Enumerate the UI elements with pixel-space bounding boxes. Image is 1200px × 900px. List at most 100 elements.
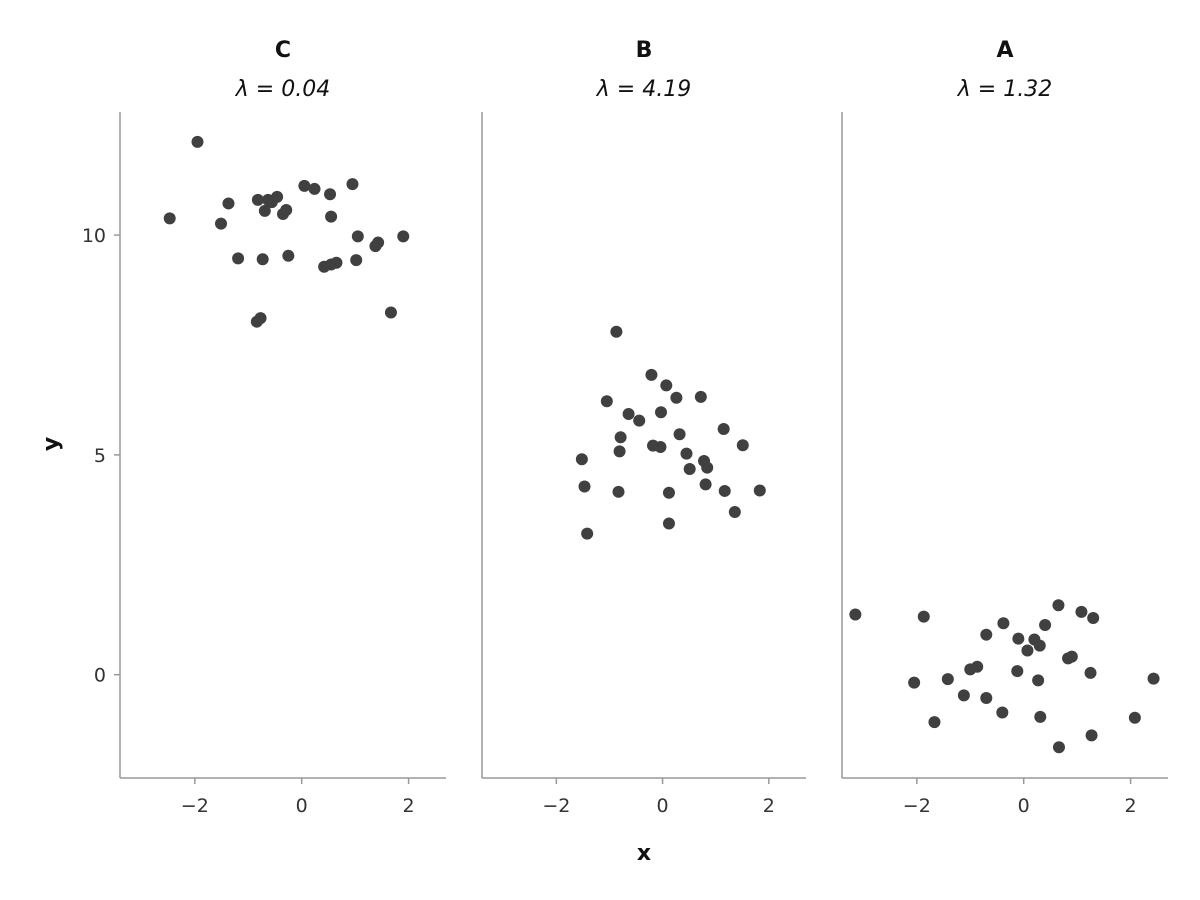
data-point: [575, 453, 588, 466]
data-point: [1011, 665, 1024, 678]
x-tick-label: 2: [763, 795, 775, 817]
data-point: [971, 660, 984, 673]
data-point: [957, 689, 970, 702]
facet-subtitle: λ = 4.19: [596, 77, 691, 102]
data-point: [324, 188, 337, 201]
data-point: [849, 608, 862, 621]
data-point: [699, 478, 712, 491]
facet-subtitle: λ = 0.04: [235, 77, 330, 102]
data-point: [673, 428, 686, 441]
data-point: [1087, 611, 1100, 624]
x-tick-label: 2: [1125, 795, 1137, 817]
facets: Cλ = 0.04 −2 0 2 0 5 10 Bλ = 4.19 −2 0 2 Aλ = 1.32 −…: [82, 38, 1168, 817]
data-point: [728, 506, 741, 519]
data-point: [654, 406, 667, 419]
data-point: [662, 517, 675, 530]
data-point: [372, 236, 385, 249]
facet-title: A: [996, 38, 1013, 63]
data-point: [980, 628, 993, 641]
data-point: [683, 462, 696, 475]
data-point: [622, 408, 635, 421]
data-point: [232, 252, 245, 265]
data-point: [222, 197, 235, 210]
data-point: [258, 204, 271, 217]
data-point: [736, 439, 749, 452]
data-point: [251, 193, 264, 206]
data-point: [908, 676, 921, 689]
data-point: [1085, 729, 1098, 742]
data-point: [163, 212, 176, 225]
data-point: [1039, 619, 1052, 632]
data-point: [718, 484, 731, 497]
data-point: [191, 135, 204, 148]
data-point: [600, 395, 613, 408]
facet-title: C: [275, 38, 291, 63]
data-point: [996, 706, 1009, 719]
data-point: [610, 325, 623, 338]
data-point: [254, 312, 267, 325]
x-tick-label: 2: [403, 795, 415, 817]
data-point: [325, 210, 338, 223]
facet-b: Bλ = 4.19 −2 0 2: [481, 38, 806, 817]
data-point: [1033, 639, 1046, 652]
data-point: [330, 256, 343, 269]
data-point: [660, 379, 673, 392]
data-point: [578, 480, 591, 493]
data-point: [346, 178, 359, 191]
data-point: [1147, 672, 1160, 685]
facet-a: Aλ = 1.32 −2 0 2: [841, 38, 1168, 817]
data-point: [680, 447, 693, 460]
data-point: [917, 610, 930, 623]
data-point: [1021, 644, 1034, 657]
data-point: [633, 414, 646, 427]
x-tick-label: −2: [181, 795, 209, 817]
data-point: [928, 716, 941, 729]
data-point: [282, 249, 295, 262]
data-point: [614, 431, 627, 444]
data-point: [397, 230, 410, 243]
data-point: [997, 617, 1010, 630]
y-axis-title: y: [39, 437, 64, 451]
facet-c: Cλ = 0.04 −2 0 2 0 5 10: [82, 38, 446, 817]
data-point: [612, 485, 625, 498]
data-point: [753, 484, 766, 497]
data-point: [941, 673, 954, 686]
data-point: [645, 368, 658, 381]
y-tick-label: 5: [94, 445, 106, 467]
data-point: [662, 486, 675, 499]
x-axis-title: x: [637, 841, 651, 866]
data-point: [1065, 650, 1078, 663]
data-point: [1084, 666, 1097, 679]
facet-subtitle: λ = 1.32: [957, 77, 1052, 102]
facet-title: B: [636, 38, 653, 63]
data-point: [384, 306, 397, 319]
x-tick-label: −2: [903, 795, 931, 817]
data-point: [215, 217, 228, 230]
data-point: [581, 527, 594, 540]
data-point: [351, 230, 364, 243]
x-tick-label: −2: [542, 795, 570, 817]
data-point: [717, 422, 730, 435]
data-point: [308, 182, 321, 195]
data-point: [1034, 710, 1047, 723]
data-point: [1052, 599, 1065, 612]
data-point: [1012, 632, 1025, 645]
x-tick-label: 0: [1018, 795, 1030, 817]
data-point: [277, 207, 289, 220]
data-point: [256, 253, 269, 266]
x-tick-label: 0: [657, 795, 669, 817]
data-point: [613, 445, 626, 458]
data-point: [980, 691, 993, 704]
data-point: [670, 391, 683, 404]
y-tick-label: 0: [94, 665, 106, 687]
data-point: [654, 440, 667, 453]
data-point: [701, 461, 714, 474]
y-tick-label: 10: [82, 225, 106, 247]
x-tick-label: 0: [296, 795, 308, 817]
data-point: [298, 179, 311, 192]
data-point: [1052, 741, 1065, 754]
data-point: [1075, 605, 1088, 618]
data-point: [350, 254, 363, 267]
data-point: [271, 190, 284, 203]
